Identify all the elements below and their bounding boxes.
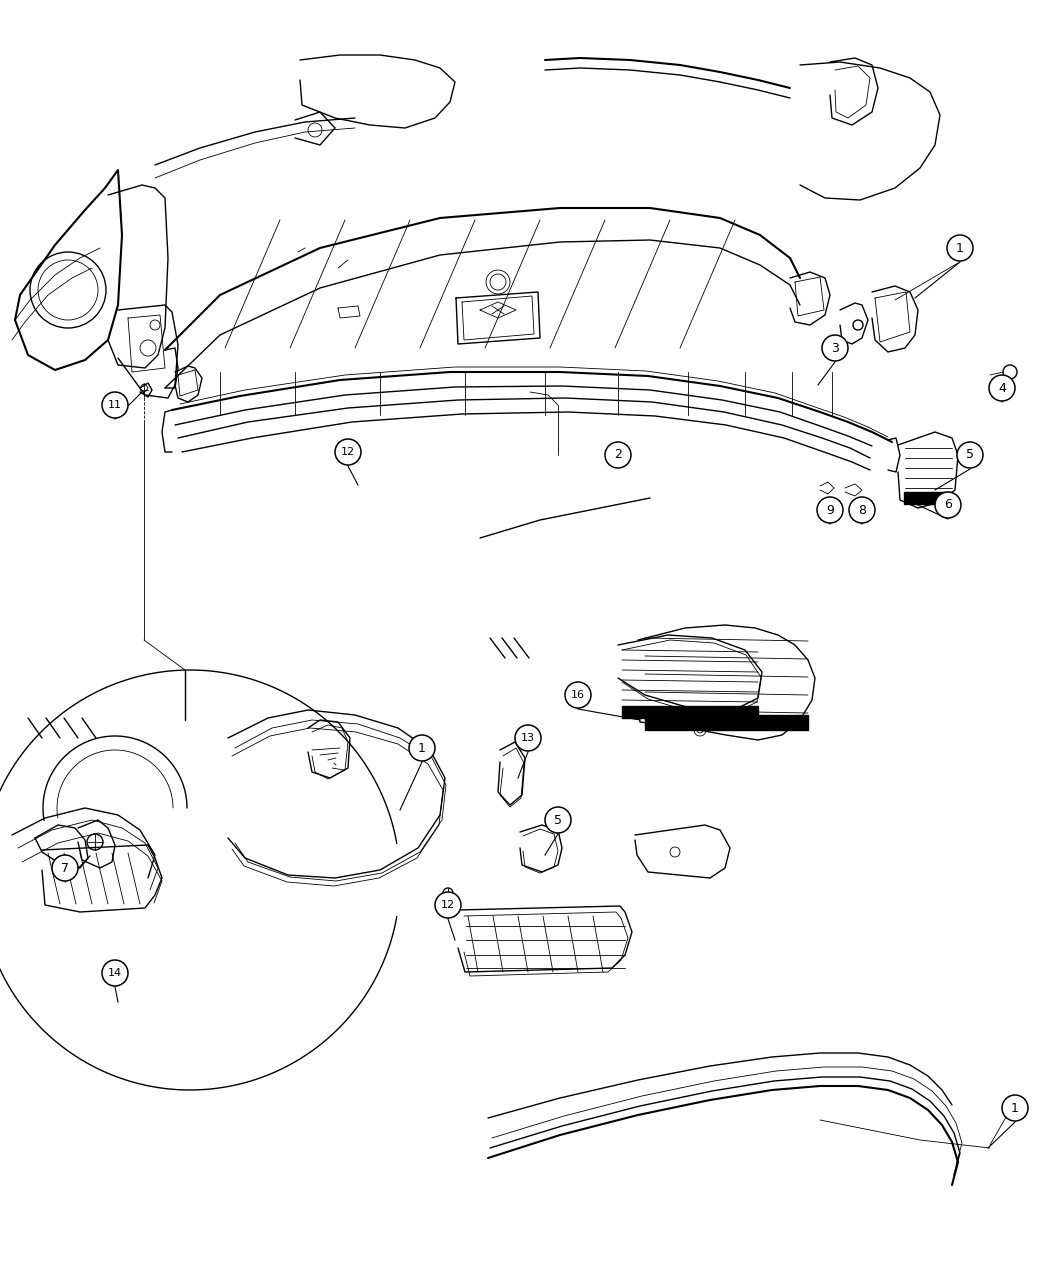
Text: 6: 6	[944, 499, 952, 511]
Circle shape	[102, 391, 128, 418]
Circle shape	[102, 960, 128, 986]
Text: 3: 3	[831, 342, 839, 354]
Text: 5: 5	[966, 449, 974, 462]
Text: 12: 12	[341, 448, 355, 456]
Circle shape	[52, 856, 78, 881]
Text: 1: 1	[1011, 1102, 1018, 1114]
Circle shape	[1002, 1095, 1028, 1121]
Text: 14: 14	[108, 968, 122, 978]
Circle shape	[957, 442, 983, 468]
Polygon shape	[904, 492, 952, 504]
Text: 1: 1	[957, 241, 964, 255]
Text: 11: 11	[108, 400, 122, 411]
Circle shape	[435, 892, 461, 918]
Circle shape	[849, 497, 875, 523]
Text: 8: 8	[858, 504, 866, 516]
Text: 16: 16	[571, 690, 585, 700]
Circle shape	[335, 439, 361, 465]
Text: 2: 2	[614, 449, 622, 462]
Circle shape	[947, 235, 973, 261]
Text: 9: 9	[826, 504, 834, 516]
Circle shape	[605, 442, 631, 468]
Circle shape	[822, 335, 848, 361]
Text: 1: 1	[418, 742, 426, 755]
Polygon shape	[622, 706, 758, 718]
Text: 7: 7	[61, 862, 69, 875]
Text: 4: 4	[999, 381, 1006, 394]
Circle shape	[514, 725, 541, 751]
Text: 5: 5	[554, 813, 562, 826]
Circle shape	[545, 807, 571, 833]
Circle shape	[989, 375, 1015, 402]
Circle shape	[934, 492, 961, 518]
Text: 12: 12	[441, 900, 455, 910]
Text: 13: 13	[521, 733, 536, 743]
Circle shape	[817, 497, 843, 523]
Polygon shape	[645, 715, 809, 731]
Circle shape	[565, 682, 591, 708]
Circle shape	[410, 734, 435, 761]
